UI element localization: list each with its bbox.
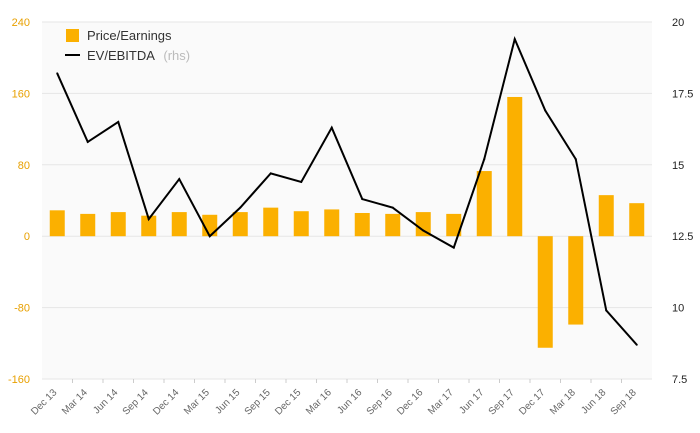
line-point: [117, 120, 120, 123]
right-tick-label: 17.5: [672, 88, 693, 100]
bar: [141, 215, 157, 237]
bar: [232, 212, 248, 237]
line-point: [147, 218, 150, 221]
line-point: [56, 72, 59, 75]
bar: [293, 211, 309, 237]
line-point: [361, 198, 364, 201]
x-tick-label: Mar 15: [182, 387, 212, 417]
line-point: [513, 38, 516, 41]
bar: [354, 212, 370, 237]
bar: [324, 209, 340, 237]
line-point: [544, 109, 547, 112]
bar: [171, 212, 187, 237]
line-point: [239, 206, 242, 209]
bar: [263, 207, 279, 237]
legend-line-label: EV/EBITDA: [87, 48, 155, 63]
x-tick-label: Sep 15: [243, 387, 273, 417]
legend-bar-swatch: [66, 29, 79, 42]
line-point: [178, 178, 181, 181]
bar: [446, 213, 462, 237]
x-tick-label: Sep 18: [609, 387, 639, 417]
bar-series: [49, 96, 645, 348]
x-tick-label: Dec 14: [151, 387, 181, 417]
line-series: [56, 36, 638, 346]
bar: [80, 213, 96, 237]
x-tick-label: Jun 16: [335, 387, 364, 416]
line-point: [208, 235, 211, 238]
bar: [598, 195, 614, 237]
right-tick-label: 10: [672, 303, 684, 315]
x-axis: Dec 13 Mar 14 Jun 14 Sep 14 Dec 14 Mar 15 Jun …: [29, 379, 639, 418]
line-point: [574, 158, 577, 161]
bar: [385, 213, 401, 237]
x-tick-label: Mar 16: [304, 387, 334, 417]
x-tick-label: Jun 18: [579, 387, 608, 416]
x-tick-label: Sep 16: [365, 387, 395, 417]
line-point: [635, 343, 638, 346]
x-tick-label: Dec 13: [29, 387, 59, 417]
x-tick-label: Sep 14: [121, 387, 151, 417]
left-tick-label: 0: [24, 231, 30, 243]
bar: [415, 212, 431, 237]
x-tick-label: Mar 18: [548, 387, 578, 417]
legend: Price/Earnings EV/EBITDA (rhs): [65, 28, 190, 64]
series-line: [56, 36, 638, 346]
bar: [49, 210, 65, 237]
left-tick-label: 160: [12, 88, 30, 100]
left-axis: 240 160 80 0 -80 -160: [8, 17, 30, 386]
line-point: [330, 126, 333, 129]
x-tick-label: Jun 17: [457, 387, 486, 416]
bar: [568, 236, 584, 325]
right-tick-label: 7.5: [672, 374, 687, 386]
x-tick-label: Jun 14: [91, 387, 120, 416]
right-tick-label: 12.5: [672, 231, 693, 243]
legend-line-text: EV/EBITDA (rhs): [87, 47, 190, 64]
x-tick-label: Jun 15: [213, 387, 242, 416]
bar: [110, 212, 126, 237]
bar: [537, 236, 553, 348]
right-tick-label: 15: [672, 160, 684, 172]
x-tick-label: Sep 17: [487, 387, 517, 417]
legend-line-suffix: (rhs): [163, 48, 190, 63]
left-tick-label: 240: [12, 17, 30, 29]
line-point: [605, 309, 608, 312]
left-tick-label: -160: [8, 374, 30, 386]
line-point: [422, 229, 425, 232]
bar: [507, 96, 523, 237]
x-tick-label: Dec 15: [273, 387, 303, 417]
line-point: [300, 180, 303, 183]
line-point: [452, 246, 455, 249]
right-axis: 20 17.5 15 12.5 10 7.5: [672, 17, 693, 386]
left-tick-label: 80: [18, 160, 30, 172]
bar: [476, 171, 492, 237]
line-point: [269, 172, 272, 175]
x-tick-label: Dec 16: [395, 387, 425, 417]
x-tick-label: Mar 14: [60, 387, 90, 417]
right-tick-label: 20: [672, 17, 684, 29]
plot-background: [42, 22, 652, 379]
line-point: [483, 158, 486, 161]
line-point: [86, 140, 89, 143]
left-tick-label: -80: [14, 303, 30, 315]
x-tick-label: Mar 17: [426, 387, 456, 417]
bar: [629, 203, 645, 237]
line-point: [391, 206, 394, 209]
x-tick-label: Dec 17: [517, 387, 547, 417]
legend-bar-label: Price/Earnings: [87, 28, 172, 43]
